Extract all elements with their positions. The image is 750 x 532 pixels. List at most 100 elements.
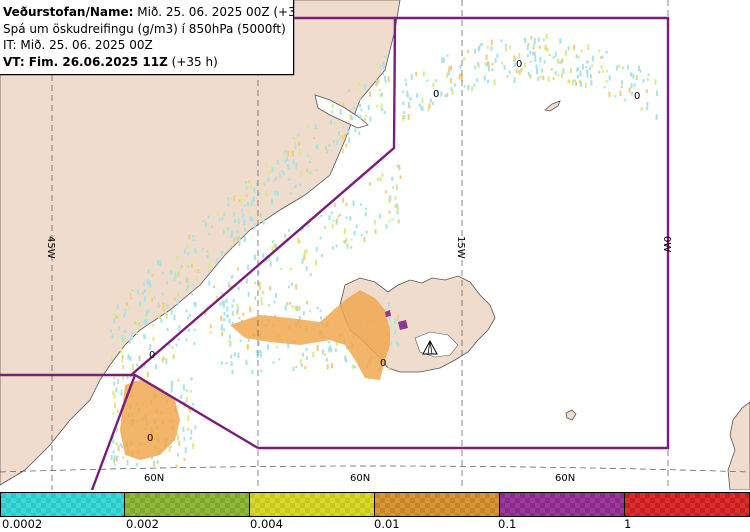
ash-speckle [360,108,363,111]
ash-speckle [171,346,174,349]
ash-speckle [646,102,649,107]
ash-speckle [197,269,200,273]
ash-speckle [290,192,293,195]
ash-speckle [473,83,476,87]
ash-speckle [175,432,178,436]
ash-speckle [378,89,381,92]
ash-speckle [526,44,529,50]
ash-speckle [129,296,132,300]
ash-speckle [559,60,562,65]
ash-speckle [187,284,190,290]
ash-speckle [151,274,154,278]
ash-speckle [577,74,579,79]
ash-speckle [283,151,286,154]
ash-plume-purple [398,320,408,330]
ash-speckle [329,345,332,351]
ash-speckle [532,51,535,56]
ash-speckle [250,200,253,206]
ash-speckle [335,244,338,248]
ash-speckle [305,356,308,360]
ash-speckle [342,126,345,129]
ash-speckle [245,359,248,366]
ash-speckle [552,56,555,59]
ash-speckle [324,353,327,356]
ash-speckle [605,79,608,83]
ash-speckle [257,221,260,225]
ash-speckle [276,346,279,349]
ash-speckle [143,289,146,293]
legend-segment [375,492,500,517]
ash-speckle [459,64,462,70]
ash-speckle [225,362,228,365]
legend-segment [500,492,625,517]
ash-speckle [233,195,236,202]
ash-speckle [128,338,131,344]
ash-speckle [188,234,191,240]
ash-speckle [187,252,190,256]
info-line-4-value: (+35 h) [167,54,218,69]
ash-speckle [247,264,250,271]
ash-speckle [446,72,449,78]
ash-speckle [166,281,168,285]
ash-speckle [518,52,521,58]
ash-speckle [168,446,171,452]
ash-speckle [284,149,287,154]
ash-speckle [216,211,219,216]
ash-speckle [546,47,549,53]
ash-speckle [300,171,303,177]
ash-speckle [458,74,461,80]
ash-speckle [234,218,237,221]
ash-speckle [580,49,583,53]
ash-speckle [113,402,116,409]
ash-speckle [160,318,163,323]
ash-speckle [481,42,484,46]
ash-speckle [187,328,190,332]
ash-speckle [573,79,576,82]
ash-speckle [331,110,334,114]
ash-speckle [254,254,256,261]
ash-speckle [138,301,141,307]
ash-speckle [331,103,334,108]
ash-speckle [234,221,237,224]
legend-segment [250,492,375,517]
ash-speckle [190,377,193,381]
ash-speckle [189,409,192,414]
ash-speckle [326,364,329,370]
ash-speckle [513,77,516,84]
ash-speckle [245,193,248,198]
ash-speckle [315,145,318,148]
ash-speckle [223,311,226,316]
ash-speckle [562,68,565,74]
ash-speckle [295,284,298,290]
ash-speckle [185,309,188,313]
ash-speckle [642,79,645,83]
ash-speckle [292,150,294,157]
ash-speckle [151,297,154,302]
ash-speckle [149,344,152,350]
ash-speckle [161,360,164,363]
ash-speckle [243,222,246,226]
ash-speckle [444,94,447,98]
ash-speckle [150,456,153,460]
ash-speckle [260,369,263,373]
ash-speckle [233,212,236,217]
ash-speckle [188,407,190,411]
ash-speckle [299,359,302,365]
ash-speckle [122,340,124,343]
ash-speckle [365,230,368,234]
info-line-4-label: VT: Fim. 26.06.2025 11Z [3,54,168,69]
ash-speckle [485,62,488,67]
ash-speckle [116,304,119,310]
ash-speckle [226,314,229,319]
ash-speckle [335,220,338,225]
ash-speckle [622,66,625,69]
ash-speckle [168,344,171,347]
ash-speckle [477,62,480,67]
ash-speckle [215,258,218,264]
ash-speckle [325,357,328,362]
ash-speckle [620,85,623,89]
ash-speckle [485,54,488,60]
ash-speckle [177,271,180,277]
ash-speckle [491,68,494,72]
contour-label: 0 [149,350,155,361]
